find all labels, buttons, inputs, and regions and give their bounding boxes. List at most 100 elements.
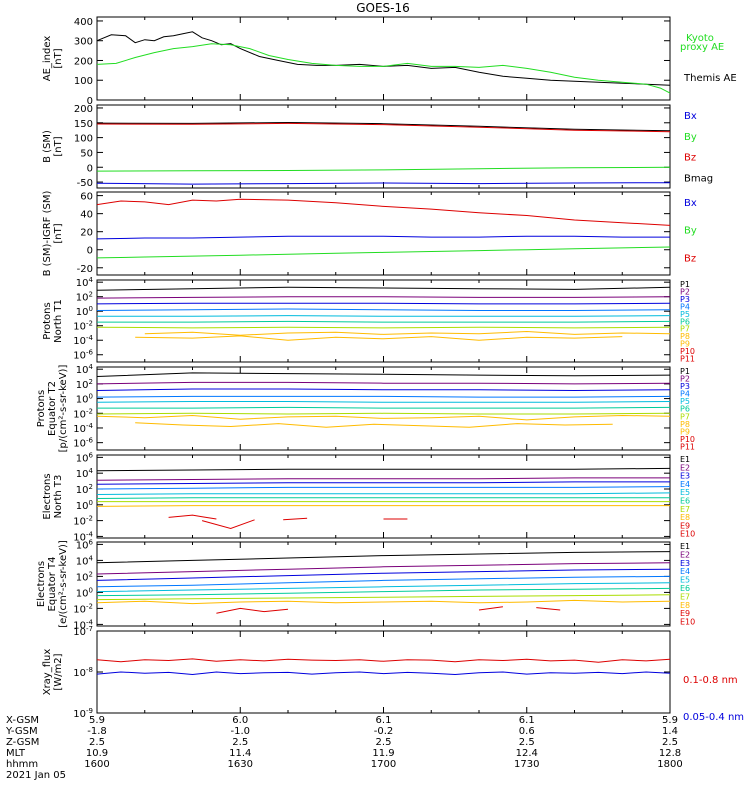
y-tick-label: 10-8 xyxy=(73,666,93,679)
ephemeris-value: 10.9 xyxy=(86,748,108,759)
legend-entry: P7 xyxy=(680,325,690,334)
ephemeris-value: 1700 xyxy=(371,759,396,770)
ephemeris-value: 2.5 xyxy=(232,737,248,748)
legend-entry: P5 xyxy=(680,397,690,406)
legend-entry: E6 xyxy=(680,497,690,506)
y-axis-label: [nT] xyxy=(53,223,64,243)
y-tick-label: 10-2 xyxy=(73,602,93,615)
series-line-e2 xyxy=(96,562,671,575)
series-line-bz xyxy=(96,122,671,133)
series-line-p9 xyxy=(135,335,623,341)
legend-entry: E9 xyxy=(680,521,690,530)
series-line-e9c xyxy=(536,607,561,611)
legend-entry: proxy AE xyxy=(680,42,724,53)
y-axis-label: Electrons xyxy=(36,561,47,607)
series-line-p7 xyxy=(96,412,671,415)
plot-title: GOES-16 xyxy=(356,1,410,15)
y-tick-label: 10-4 xyxy=(73,422,93,435)
ephemeris-value: 11.4 xyxy=(229,748,251,759)
ephemeris-value: 2.5 xyxy=(662,737,678,748)
y-axis-label: [nT] xyxy=(53,48,64,68)
y-axis-label: Electrons xyxy=(42,473,53,519)
y-tick-label: 102 xyxy=(76,291,93,304)
legend-entry: P6 xyxy=(680,317,690,326)
series-line-e5 xyxy=(96,492,671,495)
legend-entry: E6 xyxy=(680,584,690,593)
ephemeris-value: 2.5 xyxy=(519,737,535,748)
y-tick-label: 100 xyxy=(74,76,93,87)
legend-entry: By xyxy=(684,226,697,237)
y-tick-label: 10-2 xyxy=(73,320,93,333)
series-line-e8 xyxy=(96,505,670,507)
ephemeris-row-label: hhmm xyxy=(6,759,38,770)
legend-entry: P2 xyxy=(680,375,690,384)
legend-entry: E3 xyxy=(680,472,690,481)
y-tick-label: 150 xyxy=(74,119,93,130)
ephemeris-value: 1730 xyxy=(514,759,539,770)
ephemeris-value: 1600 xyxy=(84,759,109,770)
legend-entry: Kyoto xyxy=(686,33,714,44)
y-tick-label: 102 xyxy=(76,483,93,496)
legend-entry: 0.1-0.8 nm xyxy=(683,675,738,686)
y-tick-label: 0 xyxy=(87,163,93,174)
ephemeris-value: 2.5 xyxy=(89,737,105,748)
y-tick-label: 200 xyxy=(74,104,93,115)
y-tick-label: 102 xyxy=(76,378,93,391)
y-tick-label: 106 xyxy=(76,451,94,464)
series-line-p2 xyxy=(96,381,671,385)
legend-entry: 0.05-0.4 nm xyxy=(683,712,744,723)
y-tick-label: 10-2 xyxy=(73,407,93,420)
panel-frame-1 xyxy=(96,16,671,101)
y-tick-label: 100 xyxy=(76,586,93,599)
series-line-bx xyxy=(96,235,670,240)
series-line-bmag xyxy=(96,121,671,132)
series-line-p2 xyxy=(96,296,671,299)
y-axis-label: [nT] xyxy=(53,136,64,156)
ephemeris-row-label: X-GSM xyxy=(6,715,39,726)
series-line-p9 xyxy=(135,422,613,428)
series-line-0-05-0-4-nm xyxy=(96,671,671,676)
y-tick-label: 10-4 xyxy=(73,618,93,631)
series-line-e9b xyxy=(201,519,255,530)
series-line-e1 xyxy=(96,467,671,472)
y-tick-label: 10-6 xyxy=(73,437,93,450)
y-tick-label: 106 xyxy=(76,538,94,551)
legend-entry: P3 xyxy=(680,295,690,304)
y-axis-label: Xray_flux xyxy=(42,649,53,696)
ephemeris-value: -1.0 xyxy=(230,726,250,737)
y-tick-label: 400 xyxy=(74,17,93,28)
legend-entry: Bz xyxy=(684,253,696,264)
y-tick-label: 10-9 xyxy=(73,707,93,720)
panel-frame-8 xyxy=(96,630,671,714)
legend-entry: E8 xyxy=(680,601,690,610)
series-line-p1 xyxy=(96,286,671,291)
legend-entry: P10 xyxy=(680,347,695,356)
series-line-p8 xyxy=(96,414,671,421)
legend-entry: P8 xyxy=(680,332,690,341)
legend-entry: P8 xyxy=(680,420,690,429)
series-line-kyoto-proxy-ae xyxy=(96,43,671,94)
series-line-e5 xyxy=(96,582,671,593)
y-tick-label: 300 xyxy=(74,37,93,48)
series-line-by xyxy=(96,246,671,259)
ephemeris-value: 6.1 xyxy=(376,715,392,726)
y-axis-label: AE_index xyxy=(42,36,53,82)
ephemeris-value: 11.9 xyxy=(372,748,394,759)
series-line-p1 xyxy=(96,372,671,377)
legend-entry: E10 xyxy=(680,530,695,539)
y-tick-label: 10-4 xyxy=(73,530,93,543)
legend-entry: E3 xyxy=(680,559,690,568)
y-tick-label: -50 xyxy=(77,178,93,189)
series-line-e1 xyxy=(96,551,671,564)
legend-entry: E7 xyxy=(680,592,690,601)
ephemeris-row-label: MLT xyxy=(6,748,26,759)
ephemeris-value: -0.2 xyxy=(374,726,394,737)
y-axis-label: Protons xyxy=(42,302,53,339)
y-tick-label: -20 xyxy=(77,264,93,275)
panel-frame-6 xyxy=(96,454,671,539)
legend-entry: P2 xyxy=(680,287,690,296)
y-tick-label: 100 xyxy=(74,134,93,145)
series-line-e8 xyxy=(96,599,671,605)
y-tick-label: 100 xyxy=(76,393,93,406)
